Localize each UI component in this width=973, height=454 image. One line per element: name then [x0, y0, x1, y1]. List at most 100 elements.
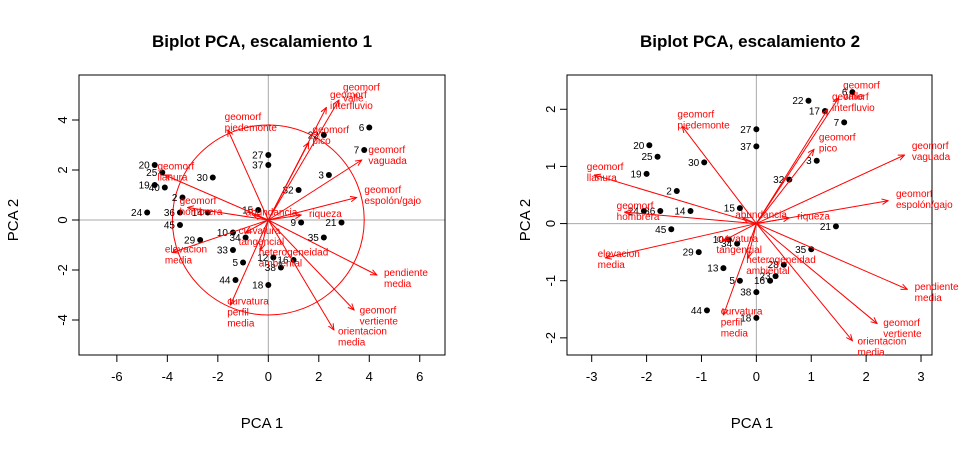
- vector-label-line: geomorf: [677, 110, 714, 121]
- x-tick-label: 6: [416, 369, 423, 384]
- vector-label-line: vertiente: [360, 316, 399, 327]
- data-point: [265, 282, 272, 288]
- variable-vector: [228, 130, 269, 221]
- point-label: 35: [795, 245, 807, 256]
- vector-label-line: media: [915, 293, 943, 304]
- vector-label: orientacion media: [857, 336, 906, 358]
- vector-label: elevacion media: [165, 245, 207, 267]
- point-label: 2: [172, 193, 178, 204]
- vector-label-line: geomorf: [843, 81, 880, 92]
- point-label: 6: [359, 123, 365, 134]
- x-tick-label: 4: [366, 369, 373, 384]
- vector-label-line: espolón/gajo: [896, 200, 953, 211]
- vector-label: curvatura perfil media: [721, 307, 763, 340]
- data-point: [265, 152, 272, 158]
- point-label: 45: [655, 225, 667, 236]
- data-point: [703, 307, 710, 314]
- data-point: [695, 249, 702, 256]
- variable-vector: [755, 149, 814, 224]
- vector-label-line: media: [227, 318, 255, 329]
- data-point: [753, 126, 760, 133]
- vector-label-line: media: [857, 347, 885, 358]
- vector-label-line: media: [384, 279, 412, 290]
- data-point: [668, 226, 675, 233]
- vector-label: geomorf interfluvio: [330, 90, 373, 112]
- vector-label-line: media: [598, 260, 626, 271]
- vector-label-line: geomorf: [312, 125, 349, 136]
- point-label: 37: [740, 142, 752, 153]
- vector-label: orientacion media: [338, 326, 387, 348]
- vector-label-line: curvatura: [227, 296, 269, 307]
- variable-vector: [165, 175, 269, 221]
- vector-label-line: geomorf: [225, 112, 262, 123]
- vector-label: geomorf llanura: [157, 161, 194, 183]
- point-label: 30: [688, 158, 700, 169]
- vector-label: geomorf vaguada: [368, 145, 407, 167]
- y-tick-label: 1: [543, 163, 558, 170]
- vector-label: curvatura tangencial: [239, 226, 285, 248]
- vector-label-line: perfil: [227, 307, 249, 318]
- vector-label-line: ambiental: [259, 258, 302, 269]
- vector-label: geomorf valle: [343, 83, 380, 105]
- vector-label-line: piedemonte: [677, 121, 730, 132]
- vector-label-line: orientacion: [338, 326, 387, 337]
- vector-label-line: pico: [819, 143, 838, 154]
- vector-label-line: perfil: [721, 318, 743, 329]
- point-label: 18: [740, 313, 752, 324]
- vector-label-line: tangencial: [239, 237, 285, 248]
- point-label: 5: [729, 276, 735, 287]
- y-tick-label: -1: [543, 275, 558, 287]
- data-point: [734, 240, 741, 247]
- vector-label: curvatura perfil media: [227, 296, 269, 329]
- point-label: 34: [229, 233, 241, 244]
- variable-vector: [261, 219, 269, 250]
- point-label: 29: [184, 236, 196, 247]
- variable-vector: [246, 219, 269, 233]
- vector-label-line: espolón/gajo: [364, 196, 421, 207]
- data-point: [255, 207, 262, 213]
- vector-label-line: riqueza: [309, 209, 342, 220]
- point-label: 10: [713, 235, 725, 246]
- data-point: [841, 119, 848, 126]
- vector-label: geomorf piedemonte: [677, 110, 730, 132]
- y-tick-label: 0: [55, 216, 70, 223]
- variable-vector: [756, 223, 907, 290]
- data-point: [242, 234, 249, 241]
- point-label: 37: [252, 161, 264, 172]
- vector-label: riqueza: [797, 211, 830, 222]
- point-label: 14: [192, 208, 204, 219]
- data-point: [229, 247, 236, 253]
- vector-label-line: geomorf: [360, 305, 397, 316]
- x-tick-label: 1: [808, 369, 815, 384]
- point-label: 27: [740, 125, 752, 136]
- y-axis-label: PCA 2: [517, 199, 534, 242]
- x-tick-label: -2: [641, 369, 653, 384]
- vector-label-line: riqueza: [797, 211, 830, 222]
- vector-label-line: orientacion: [857, 336, 906, 347]
- vector-label: geomorf hombrera: [180, 196, 223, 218]
- vector-label-line: llanura: [157, 172, 187, 183]
- point-label: 10: [217, 228, 229, 239]
- vector-label-line: valle: [343, 94, 364, 105]
- point-label: 38: [265, 263, 277, 274]
- y-tick-label: 2: [543, 106, 558, 113]
- data-point: [320, 234, 327, 241]
- vector-label-line: geomorf: [180, 196, 217, 207]
- data-point: [720, 265, 727, 272]
- data-point: [161, 184, 168, 191]
- point-label: 17: [809, 107, 821, 118]
- vector-label: pendiente media: [915, 282, 959, 304]
- data-point: [144, 209, 151, 216]
- vector-label: geomorf espolón/gajo: [364, 185, 421, 207]
- variable-vector: [267, 143, 308, 221]
- variable-vector: [755, 98, 838, 224]
- data-point: [657, 208, 664, 214]
- y-tick-label: 0: [543, 220, 558, 227]
- vector-label-line: vaguada: [912, 152, 951, 163]
- point-label: 20: [139, 161, 151, 172]
- vector-label-line: hombrera: [180, 207, 223, 218]
- point-label: 24: [628, 207, 640, 218]
- vector-label-line: pendiente: [384, 268, 428, 279]
- point-label: 2: [666, 187, 672, 198]
- variable-vector: [756, 155, 904, 225]
